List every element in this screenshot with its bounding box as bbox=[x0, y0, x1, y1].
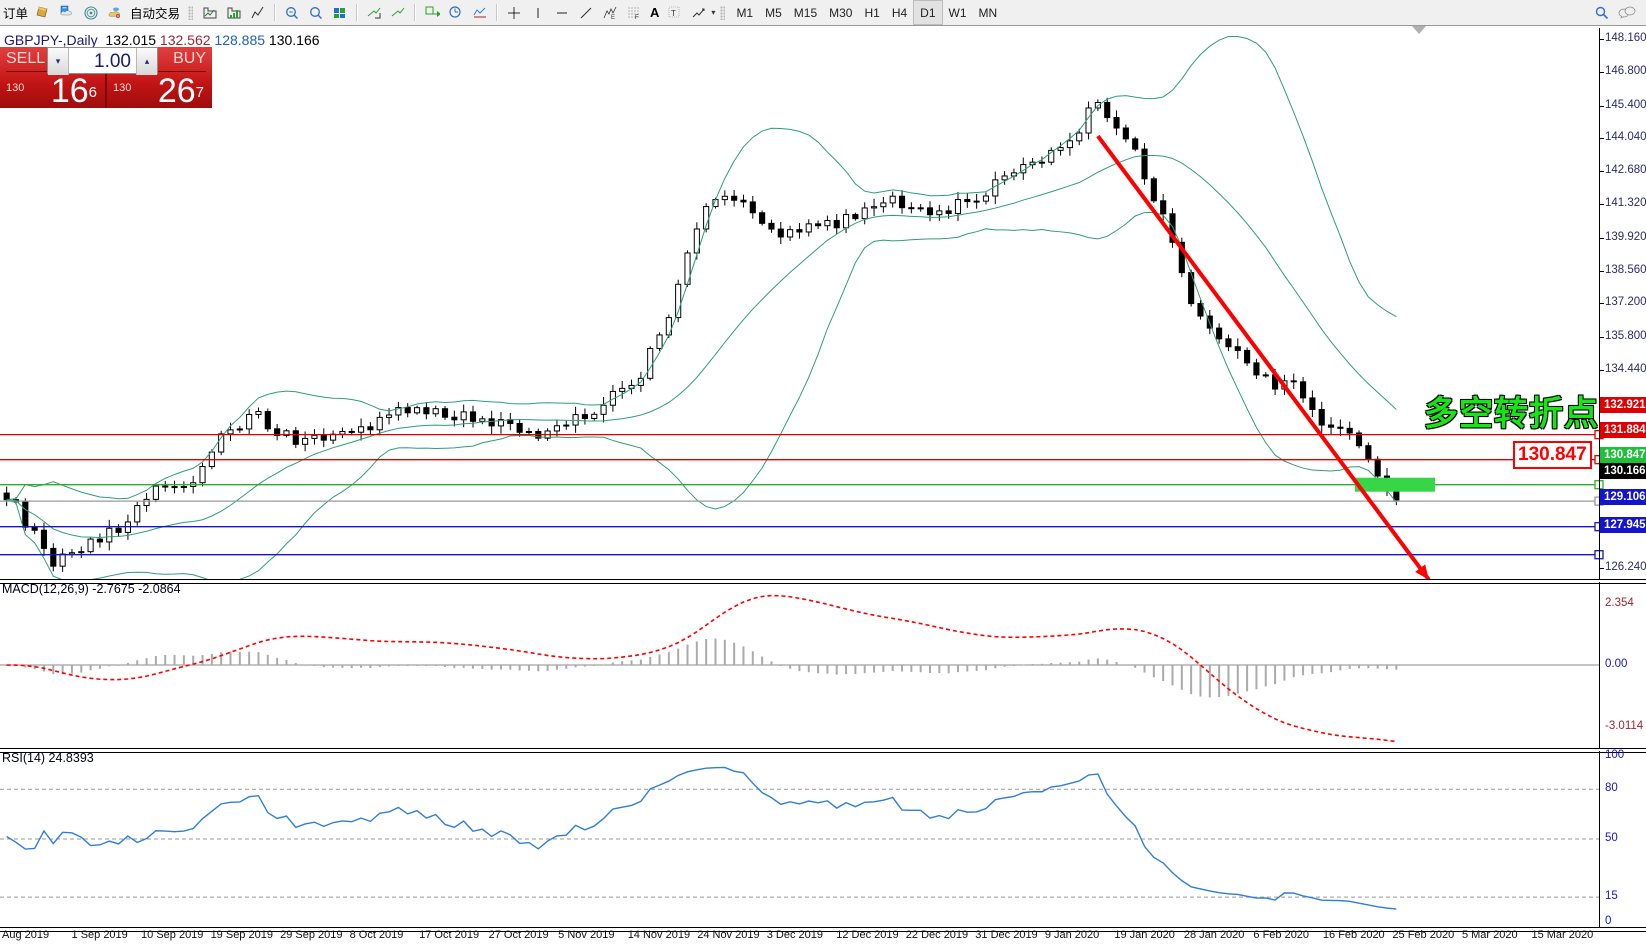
svg-text:T: T bbox=[671, 9, 676, 18]
svg-text:E: E bbox=[611, 15, 615, 21]
svg-text:F: F bbox=[635, 15, 639, 21]
